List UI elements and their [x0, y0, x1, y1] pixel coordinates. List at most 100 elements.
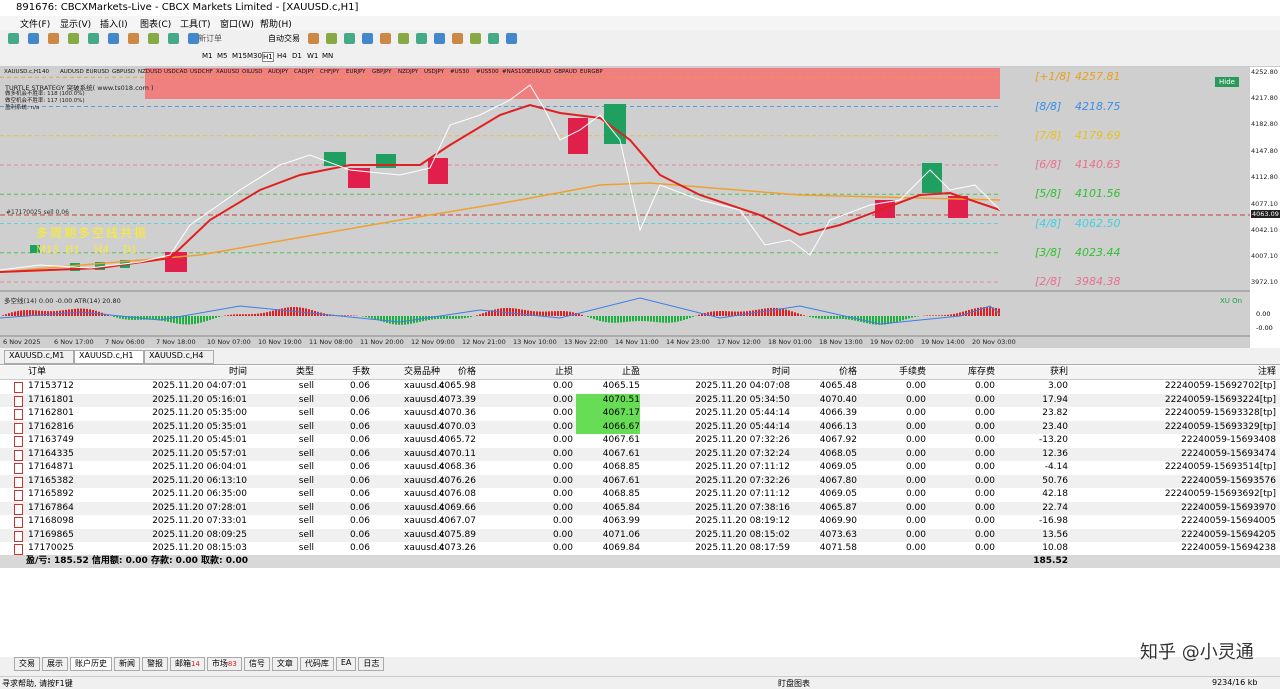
- bottom-tab[interactable]: 账户历史: [70, 657, 112, 671]
- table-row[interactable]: 17170025 2025.11.20 08:15:03 sell 0.06 xauus…: [0, 542, 1280, 556]
- bottom-tab[interactable]: 日志: [358, 657, 385, 671]
- symbol-button[interactable]: EURAUD: [528, 69, 552, 75]
- bottom-tab[interactable]: 文章: [271, 657, 298, 671]
- table-row[interactable]: 17169865 2025.11.20 08:09:25 sell 0.06 xauus…: [0, 528, 1280, 542]
- bottom-tab[interactable]: 交易: [14, 657, 40, 671]
- bottom-tab[interactable]: 信号: [243, 657, 270, 671]
- bottom-tab[interactable]: 警报: [142, 657, 168, 671]
- symbol-button[interactable]: EURGBP: [580, 69, 603, 75]
- column-header[interactable]: 价格: [457, 367, 476, 377]
- symbol-button[interactable]: USDJPY: [424, 69, 444, 75]
- menu-item[interactable]: 窗口(W): [220, 20, 254, 30]
- column-header[interactable]: 注释: [1257, 367, 1276, 377]
- toolbar-icon[interactable]: [148, 33, 159, 44]
- toolbar-icon[interactable]: [344, 33, 355, 44]
- toolbar-icon[interactable]: [108, 33, 119, 44]
- symbol-button[interactable]: NZDJPY: [398, 69, 419, 75]
- bottom-tab[interactable]: 新闻: [114, 657, 140, 671]
- toolbar-icon[interactable]: [416, 33, 427, 44]
- table-row[interactable]: 17165892 2025.11.20 06:35:00 sell 0.06 xauus…: [0, 488, 1280, 502]
- toolbar-icon[interactable]: [398, 33, 409, 44]
- symbol-button[interactable]: AUDUSD: [60, 69, 84, 75]
- symbol-button[interactable]: GBPJPY: [372, 69, 392, 75]
- bottom-tab[interactable]: 代码库: [299, 657, 334, 671]
- chart-tab[interactable]: XAUUSD.c,H4: [144, 350, 214, 364]
- menu-item[interactable]: 图表(C): [140, 20, 172, 30]
- table-row[interactable]: 17167864 2025.11.20 07:28:01 sell 0.06 xauus…: [0, 501, 1280, 515]
- timeframe-button[interactable]: M30: [247, 52, 262, 60]
- toolbar-icon[interactable]: [380, 33, 391, 44]
- indicator-tag[interactable]: XU On: [1220, 297, 1243, 305]
- symbol-button[interactable]: XAUUSD.c,H1: [4, 69, 42, 75]
- timeframe-button[interactable]: M5: [217, 52, 228, 60]
- menu-item[interactable]: 显示(V): [60, 20, 92, 30]
- column-header[interactable]: 手续费: [898, 367, 926, 377]
- toolbar-icon[interactable]: [362, 33, 373, 44]
- symbol-button[interactable]: 40: [42, 69, 49, 75]
- menu-item[interactable]: 插入(I): [100, 20, 128, 30]
- table-row[interactable]: 17161801 2025.11.20 05:16:01 sell 0.06 xauus…: [0, 393, 1280, 407]
- symbol-button[interactable]: EURUSD: [86, 69, 110, 75]
- column-header[interactable]: 时间: [228, 367, 247, 377]
- table-row[interactable]: 17163749 2025.11.20 05:45:01 sell 0.06 xauus…: [0, 434, 1280, 448]
- symbol-button[interactable]: OILUSD: [242, 69, 263, 75]
- column-header[interactable]: 类型: [295, 367, 314, 377]
- bottom-tab[interactable]: 市场83: [206, 657, 242, 671]
- symbol-button[interactable]: #NAS100: [502, 69, 529, 75]
- chart-tab[interactable]: XAUUSD.c,M1: [4, 350, 74, 364]
- menu-item[interactable]: 帮助(H): [260, 20, 292, 30]
- column-header[interactable]: 库存费: [967, 367, 995, 377]
- table-row[interactable]: 17164335 2025.11.20 05:57:01 sell 0.06 xauus…: [0, 447, 1280, 461]
- column-header[interactable]: 时间: [771, 367, 790, 377]
- toolbar-icon[interactable]: [88, 33, 99, 44]
- toolbar-icon[interactable]: [434, 33, 445, 44]
- new-order-button[interactable]: 新订单: [198, 34, 222, 43]
- chart-tab[interactable]: XAUUSD.c,H1: [74, 350, 144, 364]
- timeframe-button[interactable]: W1: [307, 52, 319, 60]
- symbol-button[interactable]: USDCHF: [190, 69, 213, 75]
- toolbar-icon[interactable]: [506, 33, 517, 44]
- timeframe-button[interactable]: MN: [322, 52, 334, 60]
- toolbar-icon[interactable]: [188, 33, 199, 44]
- symbol-button[interactable]: CADJPY: [294, 69, 315, 75]
- toolbar-icon[interactable]: [470, 33, 481, 44]
- toolbar-icon[interactable]: [128, 33, 139, 44]
- column-header[interactable]: 止盈: [621, 367, 640, 377]
- toolbar-icon[interactable]: [488, 33, 499, 44]
- symbol-button[interactable]: #US30: [450, 69, 470, 75]
- table-row[interactable]: 17165382 2025.11.20 06:13:10 sell 0.06 xauus…: [0, 474, 1280, 488]
- symbol-button[interactable]: AUDJPY: [268, 69, 289, 75]
- timeframe-button[interactable]: M15: [232, 52, 247, 60]
- table-row[interactable]: 17153712 2025.11.20 04:07:01 sell 0.06 xauus…: [0, 380, 1280, 394]
- toolbar-icon[interactable]: [308, 33, 319, 44]
- column-header[interactable]: 价格: [838, 367, 857, 377]
- table-row[interactable]: 17168098 2025.11.20 07:33:01 sell 0.06 xauus…: [0, 515, 1280, 529]
- table-row[interactable]: 17162801 2025.11.20 05:35:00 sell 0.06 xauus…: [0, 407, 1280, 421]
- symbol-button[interactable]: CHFJPY: [320, 69, 340, 75]
- toolbar-icon[interactable]: [452, 33, 463, 44]
- symbol-button[interactable]: GBPAUD: [554, 69, 578, 75]
- column-header[interactable]: 止损: [554, 367, 573, 377]
- toolbar-icon[interactable]: [8, 33, 19, 44]
- symbol-button[interactable]: EURJPY: [346, 69, 366, 75]
- symbol-button[interactable]: USDCAD: [164, 69, 188, 75]
- column-header[interactable]: 手数: [351, 367, 370, 377]
- timeframe-button[interactable]: H4: [277, 52, 287, 60]
- symbol-button[interactable]: NZDUSD: [138, 69, 162, 75]
- timeframe-button[interactable]: M1: [202, 52, 213, 60]
- bottom-tab[interactable]: 邮箱14: [170, 657, 205, 671]
- bottom-tab[interactable]: 展示: [42, 657, 68, 671]
- symbol-button[interactable]: GBPUSD: [112, 69, 136, 75]
- timeframe-button[interactable]: D1: [292, 52, 302, 60]
- symbol-button[interactable]: #US500: [476, 69, 499, 75]
- toolbar-icon[interactable]: [68, 33, 79, 44]
- menu-item[interactable]: 文件(F): [20, 20, 51, 30]
- table-row[interactable]: 17164871 2025.11.20 06:04:01 sell 0.06 xauus…: [0, 461, 1280, 475]
- symbol-button[interactable]: XAUUSD: [216, 69, 240, 75]
- column-header[interactable]: 交易品种: [404, 367, 441, 377]
- timeframe-button[interactable]: H1: [262, 52, 274, 62]
- menu-item[interactable]: 工具(T): [180, 20, 211, 30]
- bottom-tab[interactable]: EA: [335, 657, 357, 671]
- hide-button[interactable]: Hide: [1215, 77, 1239, 87]
- column-header[interactable]: 订单: [28, 367, 47, 377]
